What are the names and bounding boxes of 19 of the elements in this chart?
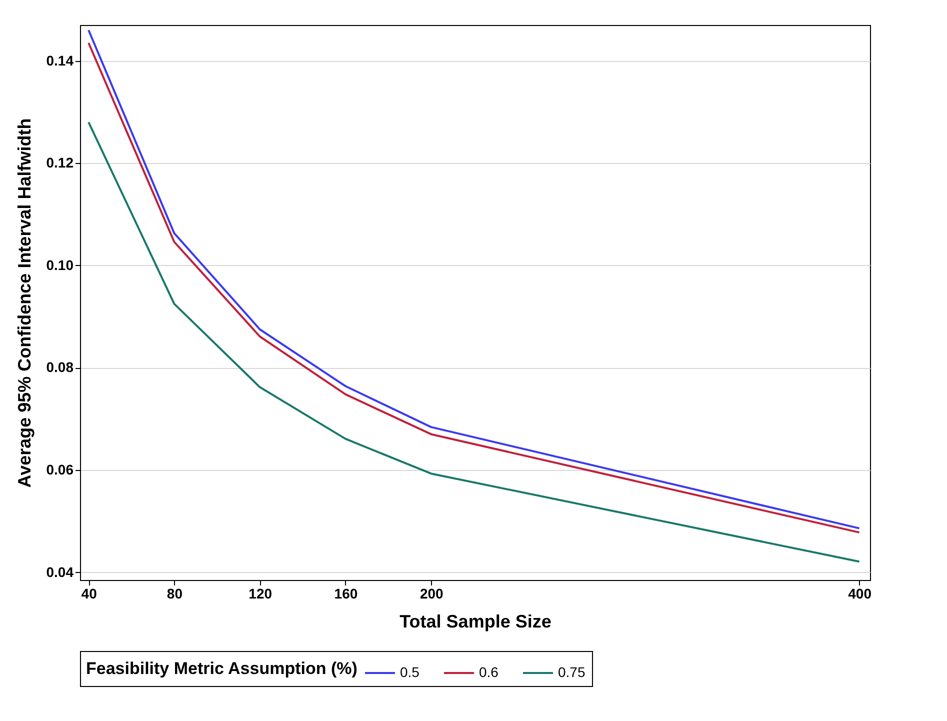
y-tick-label: 0.12: [46, 154, 74, 171]
x-tick-label: 40: [81, 586, 98, 602]
x-tick-label: 80: [166, 586, 183, 602]
x-tick-label: 120: [248, 586, 272, 602]
y-tick-label: 0.04: [46, 564, 74, 580]
x-tick-label: 400: [848, 586, 872, 602]
y-tick-label: 0.14: [46, 52, 74, 68]
x-tick-label: 160: [334, 586, 358, 602]
x-axis-title: Total Sample Size: [400, 612, 552, 632]
y-tick-label: 0.08: [46, 359, 74, 376]
line-series: [88, 121, 860, 563]
y-tick-label: 0.06: [46, 462, 74, 478]
legend-title: Feasibility Metric Assumption (%): [86, 659, 358, 678]
y-tick-label: 0.10: [46, 256, 74, 273]
legend-label: 0.75: [558, 664, 586, 680]
x-tick-label: 200: [420, 586, 444, 602]
y-axis-title: Average 95% Confidence Interval Halfwidth: [14, 118, 34, 488]
legend-label: 0.5: [400, 664, 420, 680]
legend-label: 0.6: [479, 664, 499, 680]
